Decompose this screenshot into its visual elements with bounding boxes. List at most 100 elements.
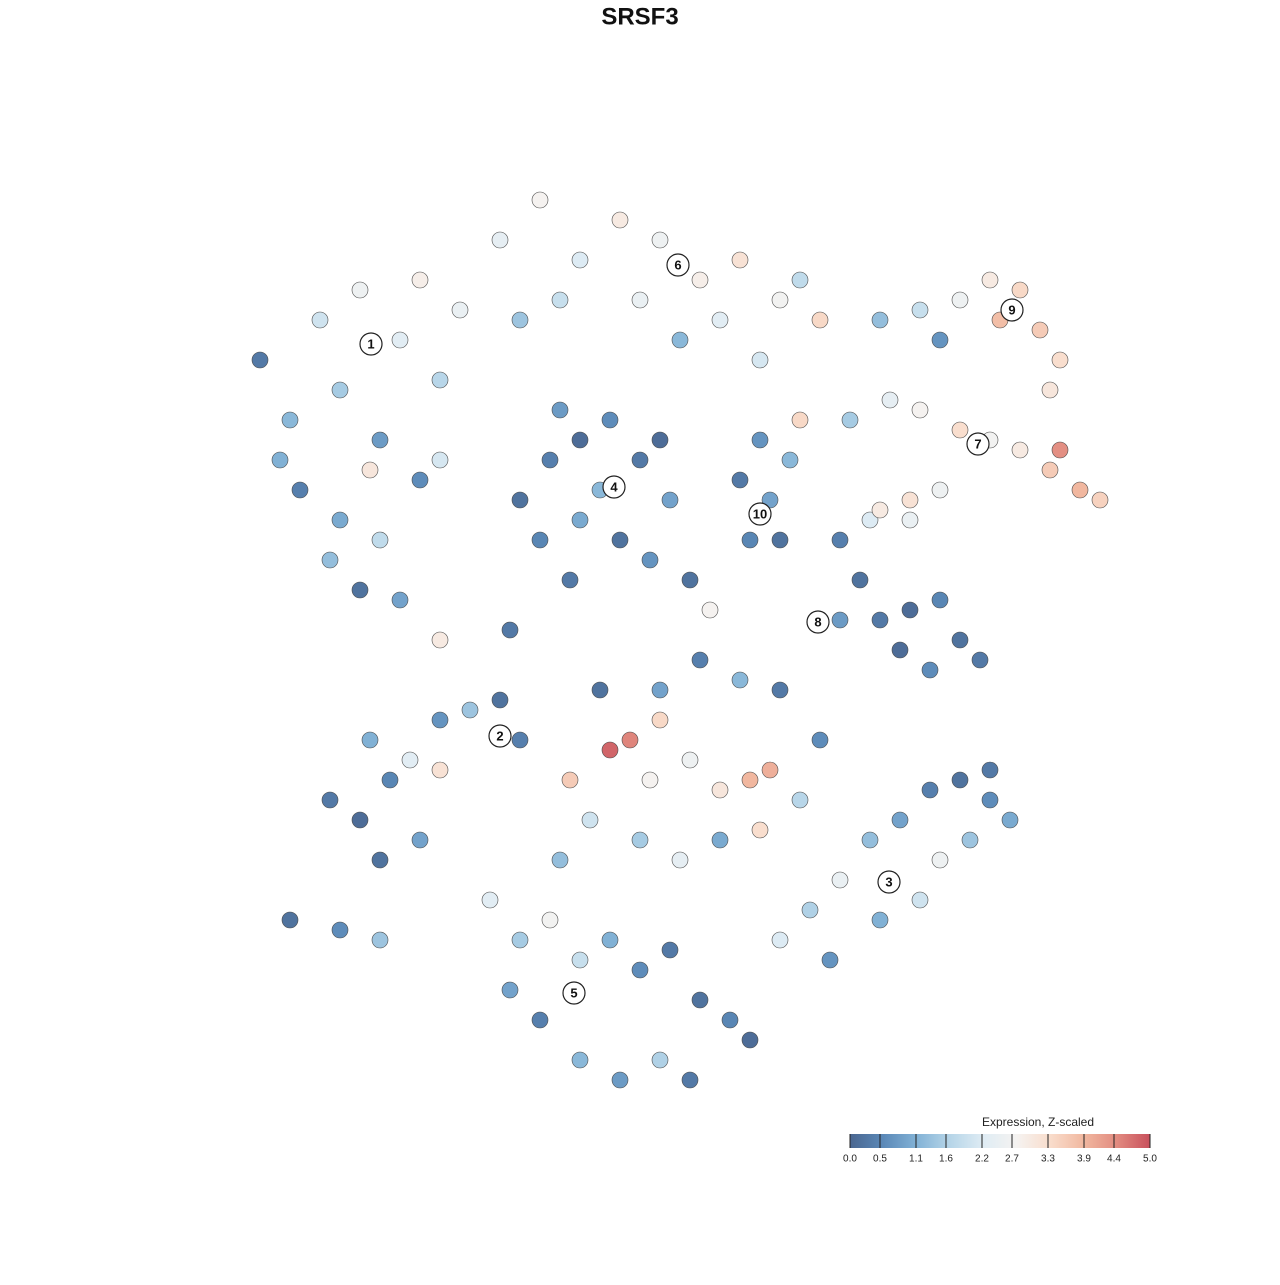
point (971, 651, 989, 669)
point (1011, 441, 1029, 459)
point (761, 761, 779, 779)
point (551, 851, 569, 869)
point (411, 271, 429, 289)
cluster-badge (666, 253, 690, 277)
colorbar-tick-label: 0.0 (843, 1154, 857, 1165)
point (641, 551, 659, 569)
point (351, 811, 369, 829)
point (531, 1011, 549, 1029)
point (961, 831, 979, 849)
point (741, 771, 759, 789)
point (1041, 381, 1059, 399)
point (501, 981, 519, 999)
point (431, 451, 449, 469)
point (871, 911, 889, 929)
point (591, 681, 609, 699)
point (431, 711, 449, 729)
chart-title: SRSF3 (601, 3, 678, 30)
point (681, 1071, 699, 1089)
point (921, 781, 939, 799)
point (791, 271, 809, 289)
point (451, 301, 469, 319)
point (571, 431, 589, 449)
point (951, 291, 969, 309)
point (771, 291, 789, 309)
point (371, 531, 389, 549)
point (671, 331, 689, 349)
point (871, 311, 889, 329)
point (691, 651, 709, 669)
colorbar-tick-label: 1.1 (909, 1154, 923, 1165)
cluster-label: 8 (814, 614, 821, 629)
point (931, 481, 949, 499)
point (371, 851, 389, 869)
point (631, 451, 649, 469)
colorbar-tick-label: 2.7 (1005, 1154, 1019, 1165)
point (331, 381, 349, 399)
point (431, 761, 449, 779)
point (571, 1051, 589, 1069)
point (791, 791, 809, 809)
point (571, 511, 589, 529)
point (951, 631, 969, 649)
cluster-badge (966, 432, 990, 456)
point (431, 631, 449, 649)
point (281, 411, 299, 429)
point (911, 891, 929, 909)
point (541, 911, 559, 929)
points (251, 191, 1109, 1089)
point (891, 641, 909, 659)
point (1091, 491, 1109, 509)
point (741, 1031, 759, 1049)
point (821, 951, 839, 969)
point (931, 851, 949, 869)
cluster-badge (602, 475, 626, 499)
point (831, 871, 849, 889)
point (691, 271, 709, 289)
colorbar-tick-label: 2.2 (975, 1154, 989, 1165)
point (631, 291, 649, 309)
cluster-badge (359, 332, 383, 356)
point (361, 461, 379, 479)
point (881, 391, 899, 409)
colorbar-title: Expression, Z-scaled (982, 1115, 1094, 1129)
point (371, 931, 389, 949)
point (671, 851, 689, 869)
point (871, 611, 889, 629)
point (711, 831, 729, 849)
point (351, 581, 369, 599)
point (901, 601, 919, 619)
point (491, 691, 509, 709)
point (871, 501, 889, 519)
point (631, 831, 649, 849)
point (771, 531, 789, 549)
point (731, 471, 749, 489)
point (751, 351, 769, 369)
point (981, 271, 999, 289)
point (931, 331, 949, 349)
point (711, 311, 729, 329)
point (931, 591, 949, 609)
point (811, 311, 829, 329)
point (631, 961, 649, 979)
point (461, 701, 479, 719)
point (1011, 281, 1029, 299)
cluster-badge (877, 870, 901, 894)
colorbar-tick-label: 4.4 (1107, 1154, 1121, 1165)
point (331, 921, 349, 939)
point (351, 281, 369, 299)
point (751, 821, 769, 839)
cluster-label: 4 (610, 479, 618, 494)
point (651, 231, 669, 249)
point (361, 731, 379, 749)
point (711, 781, 729, 799)
point (561, 771, 579, 789)
point (891, 811, 909, 829)
point (511, 731, 529, 749)
point (691, 991, 709, 1009)
point (271, 451, 289, 469)
cluster-badge (562, 981, 586, 1005)
point (401, 751, 419, 769)
point (291, 481, 309, 499)
point (661, 491, 679, 509)
